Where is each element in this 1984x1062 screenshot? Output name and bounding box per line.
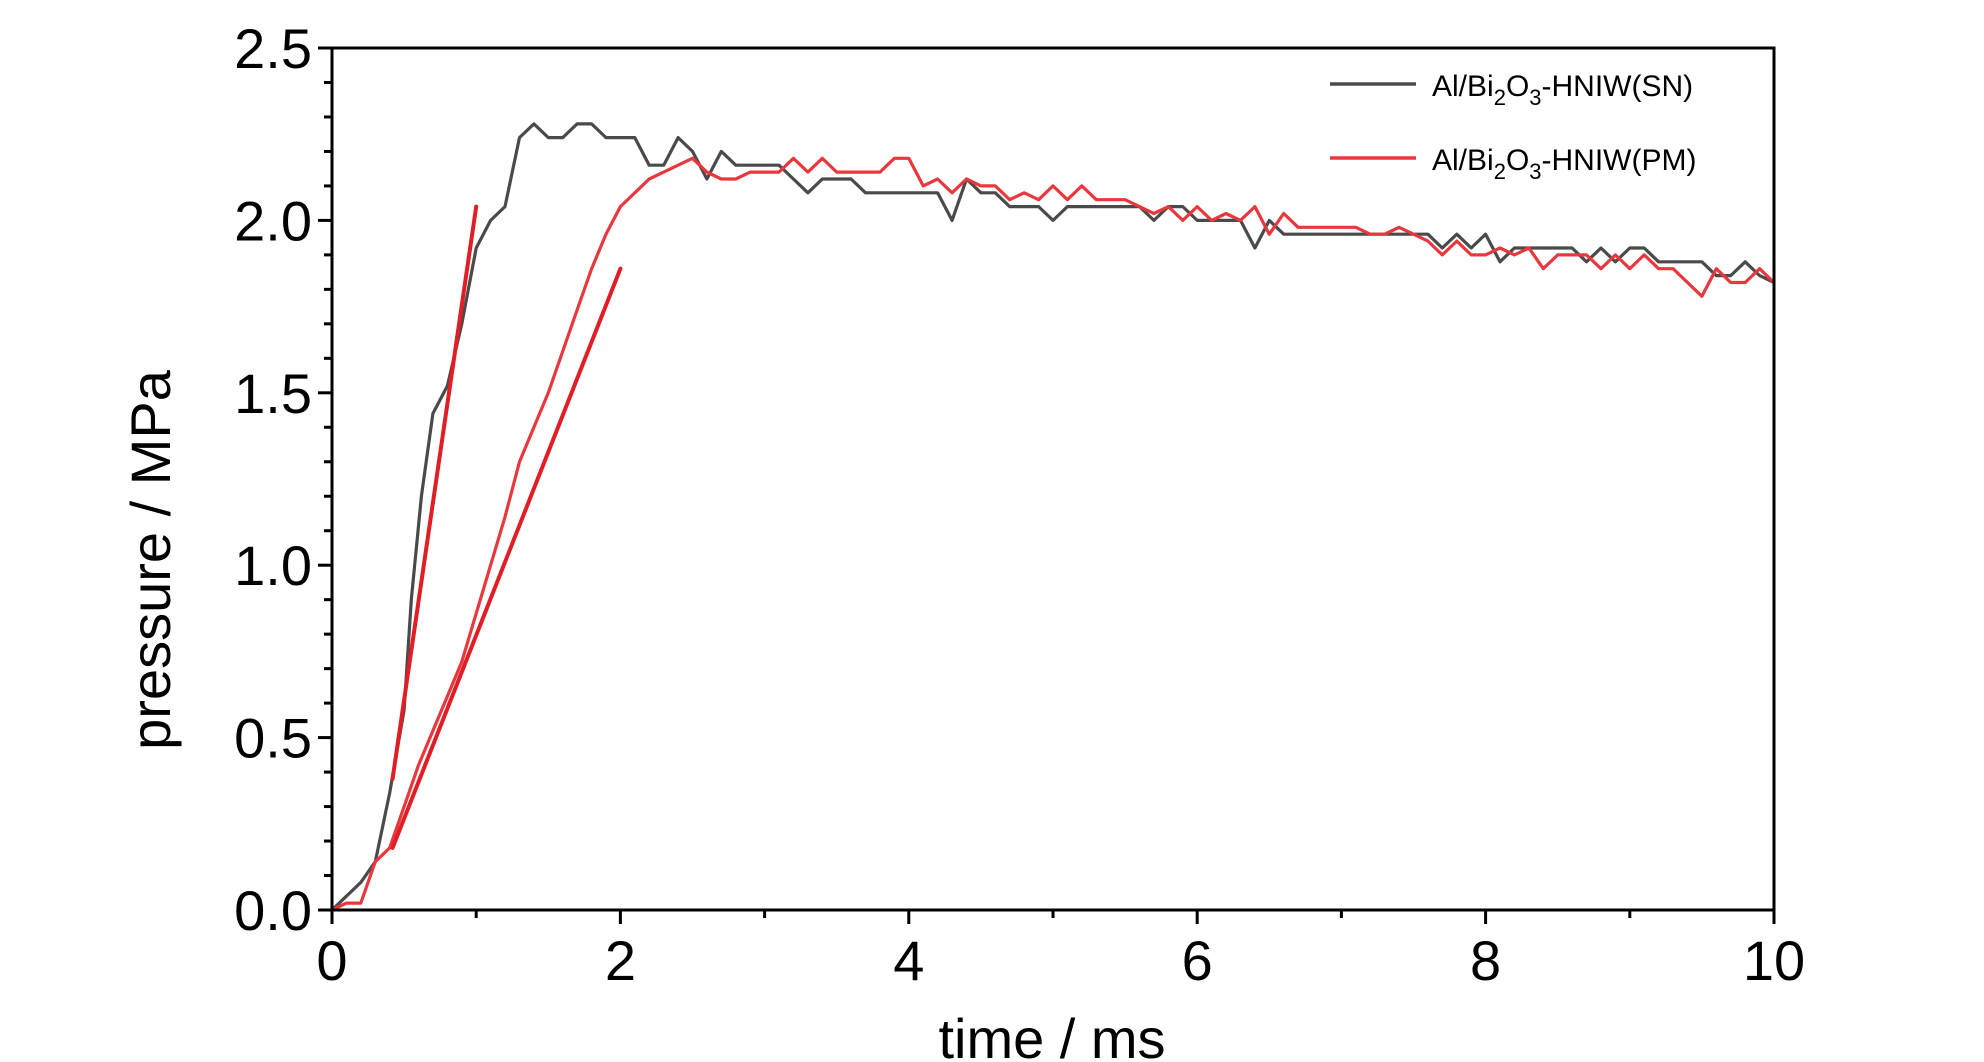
- fit-line-1: [390, 266, 623, 850]
- y-tick-label: 0.0: [234, 879, 312, 942]
- tick-labels: 0 2 4 6 8 10 0.0 0.5 1.0 1.5 2.0 2.5: [234, 17, 1805, 992]
- y-tick-label: 0.5: [234, 707, 312, 770]
- x-tick-label: 0: [316, 929, 347, 992]
- series-line-1: [331, 156, 1776, 912]
- plot-lines: [330, 122, 1776, 912]
- legend-label-0: Al/Bi2O3-HNIW(SN): [1432, 70, 1693, 110]
- y-tick-label: 1.0: [234, 534, 312, 597]
- y-axis-title: pressure / MPa: [119, 369, 182, 750]
- series-line-0: [330, 122, 1775, 912]
- x-tick-label: 2: [605, 929, 636, 992]
- plot-frame: [330, 46, 1776, 912]
- legend: Al/Bi2O3-HNIW(SN) Al/Bi2O3-HNIW(PM): [1330, 70, 1696, 184]
- x-axis-title: time / ms: [938, 1007, 1165, 1062]
- legend-label-1: Al/Bi2O3-HNIW(PM): [1432, 144, 1696, 184]
- x-tick-label: 8: [1470, 929, 1501, 992]
- axis-ticks: [318, 46, 1776, 924]
- fit-line-0: [390, 204, 479, 781]
- x-tick-label: 10: [1743, 929, 1805, 992]
- x-tick-label: 6: [1182, 929, 1213, 992]
- x-tick-label: 4: [893, 929, 924, 992]
- y-tick-label: 2.5: [234, 17, 312, 80]
- y-tick-label: 1.5: [234, 362, 312, 425]
- y-tick-label: 2.0: [234, 189, 312, 252]
